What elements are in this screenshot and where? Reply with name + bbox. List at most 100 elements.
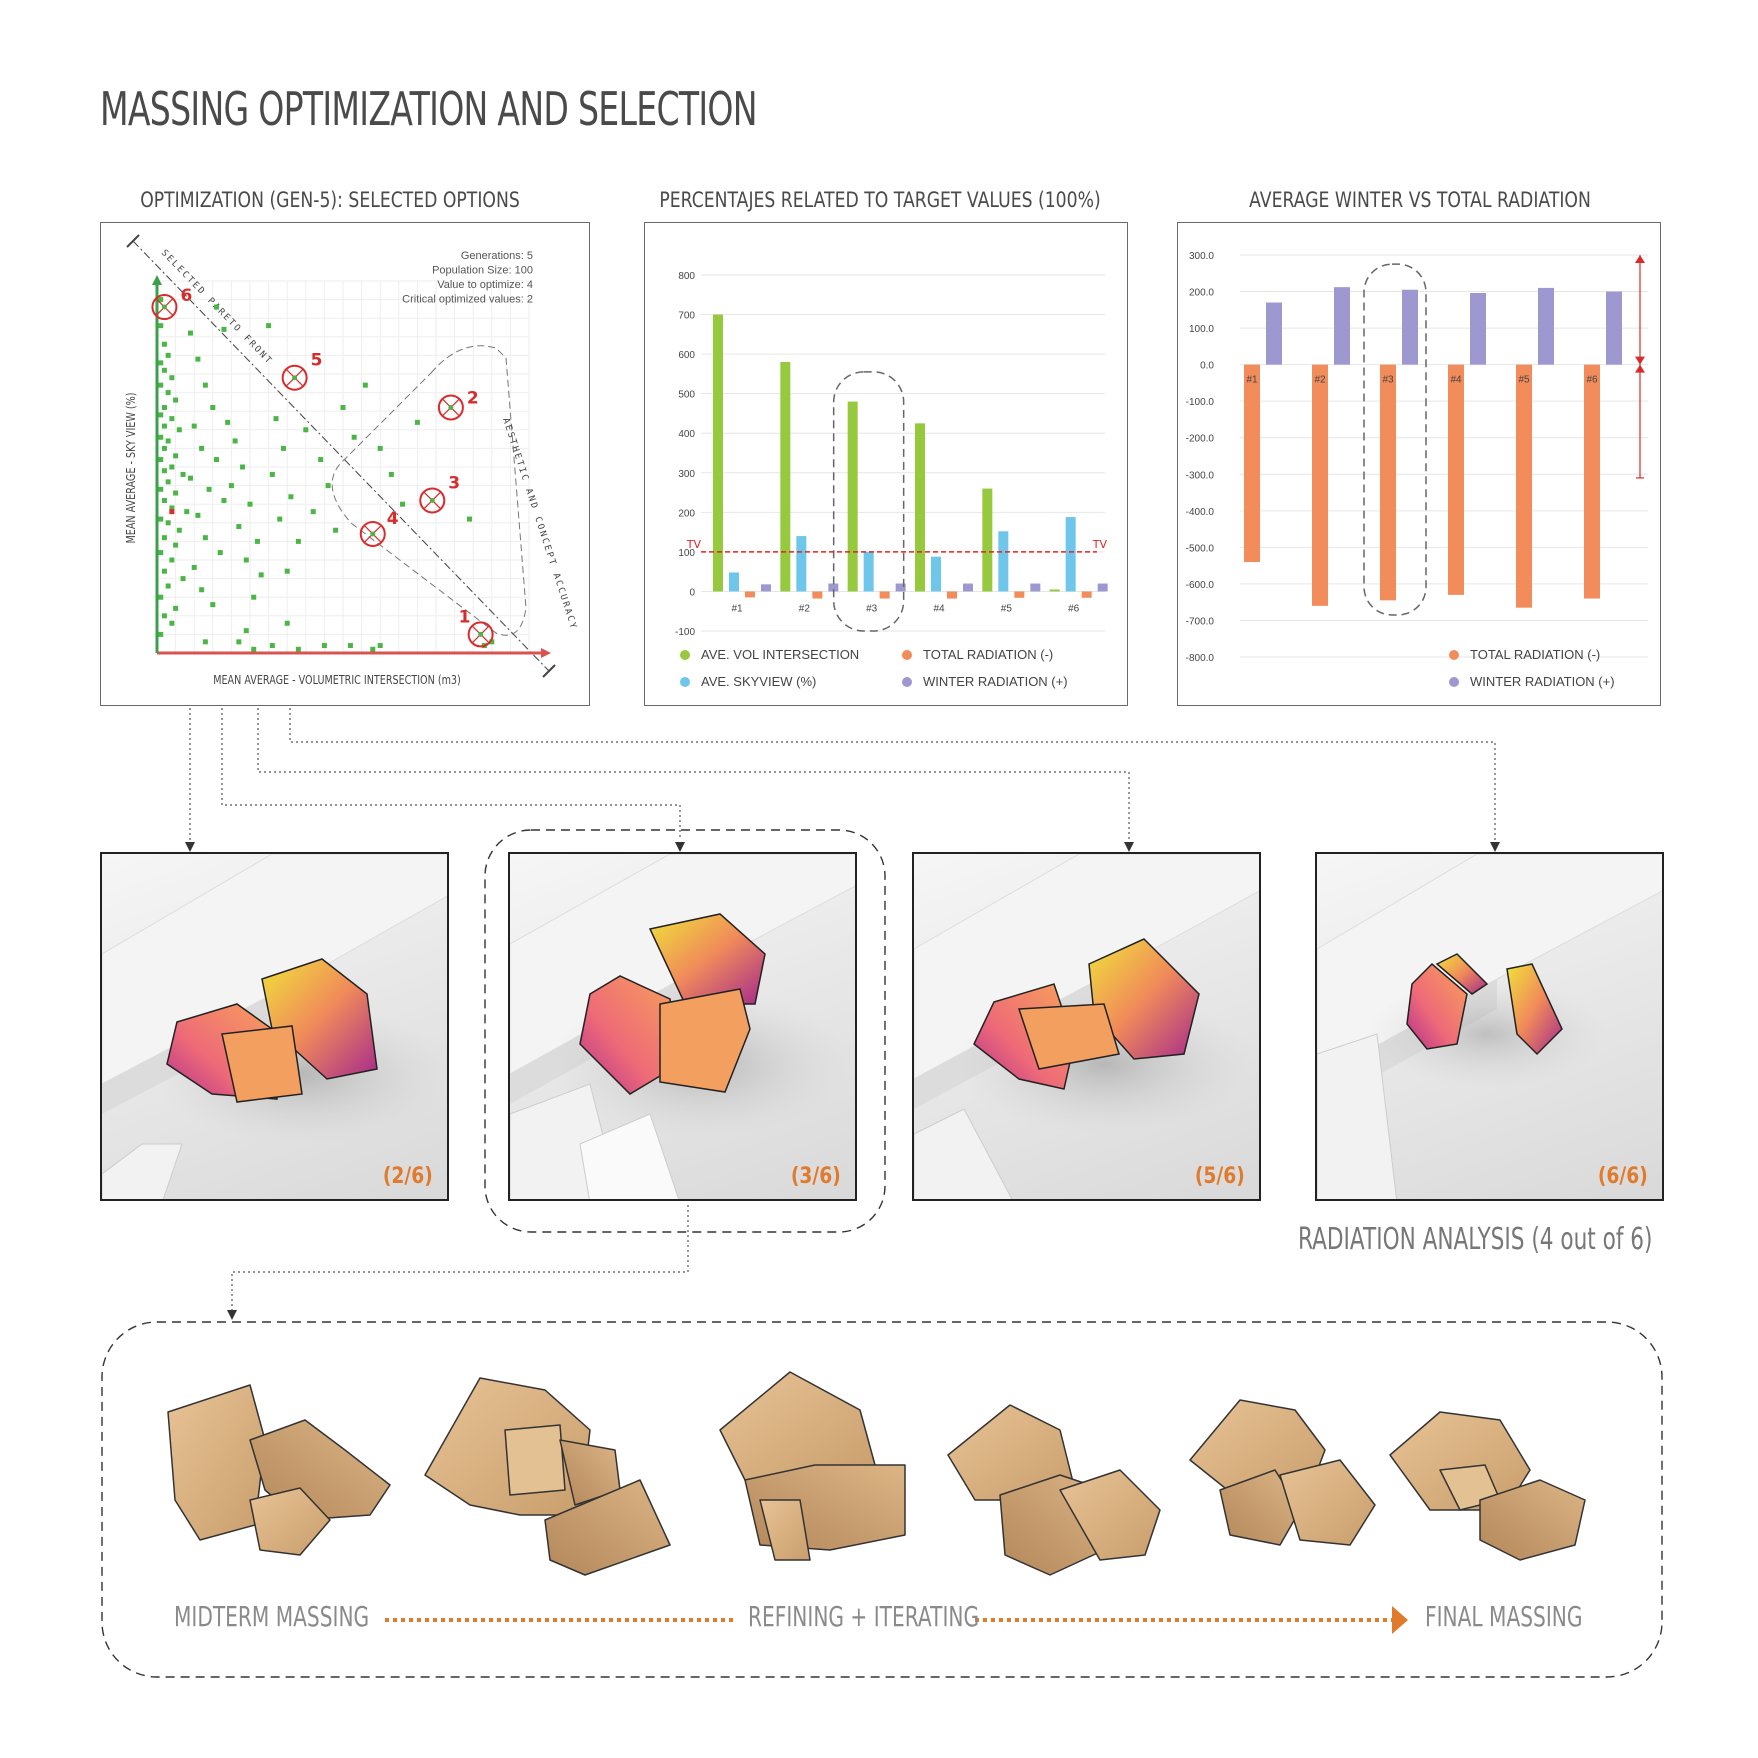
population-point [258,572,264,578]
x-tick-label: #2 [799,603,811,614]
selected-option-label: 2 [467,388,479,408]
population-point [173,542,179,548]
bar [863,551,874,592]
population-point [191,423,197,429]
x-tick-label: #3 [1382,375,1394,386]
bar [847,401,858,592]
massing-model-3 [719,1371,906,1561]
population-point [269,471,275,477]
y-tick-label: -300.0 [1186,470,1215,481]
render-label: (5/6) [1195,1164,1245,1189]
population-point [195,512,201,518]
population-point [362,382,368,388]
massing-model-5 [1189,1399,1376,1546]
population-point [236,524,242,530]
population-point [169,557,175,563]
selected-option-label: 5 [311,351,323,371]
population-point [161,468,167,474]
population-point [180,471,186,477]
population-point [254,538,260,544]
population-point [251,594,257,600]
population-point [161,497,167,503]
selected-option-marker [281,364,308,391]
y-tick-label: 500 [678,390,695,401]
population-point [169,620,175,626]
population-point [284,620,290,626]
massing-sequence [167,1371,1586,1576]
x-tick-label: #5 [1001,603,1013,614]
population-point [243,628,249,634]
population-point [400,501,406,507]
bar [1334,287,1350,365]
y-tick-label: -400.0 [1186,507,1215,518]
y-tick-label: 0.0 [1200,361,1214,372]
selected-option-marker [151,294,178,321]
legend-label: TOTAL RADIATION (-) [1470,647,1600,662]
bar [1065,517,1076,592]
pareto-front-line [132,240,550,672]
bar [1014,591,1025,598]
population-point [236,639,242,645]
y-axis-label: MEAN AVERAGE - SKY VIEW (%) [124,393,138,544]
x-tick-label: #5 [1518,375,1530,386]
percent-panel-title: PERCENTAJES RELATED TO TARGET VALUES (10… [659,188,1101,212]
scatter-panel: SELECTED PARETO FRONT AESTHETIC AND CONCE… [100,222,590,706]
population-point [199,445,205,451]
population-point [191,564,197,570]
x-tick-label: #4 [1450,375,1462,386]
y-tick-label: 600 [678,350,695,361]
bar [1244,364,1260,562]
population-point [169,375,175,381]
selected-option-point [478,631,484,637]
bar [1380,364,1396,601]
population-point [169,416,175,422]
population-point [414,419,420,425]
x-tick-label: #3 [866,603,878,614]
population-point [251,646,257,652]
population-point [466,516,472,522]
population-point [158,516,164,522]
radiation-render-6: (6/6) [1315,852,1664,1201]
population-point [161,535,167,541]
population-point [158,434,164,440]
massing-model-2 [424,1377,671,1576]
selected-option-point [448,404,454,410]
radiation-render-2: (2/6) [100,852,449,1201]
selected-option-label: 6 [180,286,192,306]
population-point [489,639,495,645]
population-point [240,464,246,470]
optimization-info-line: Population Size: 100 [432,265,533,277]
population-point [280,445,286,451]
bar [879,591,890,599]
legend-label: WINTER RADIATION (+) [923,674,1068,689]
bar [895,583,906,592]
population-point [173,490,179,496]
selected-option-point [161,304,167,310]
massing-sequence-frame [101,1321,1663,1678]
population-point [247,501,253,507]
population-point [165,520,171,526]
population-point [161,404,167,410]
population-point [318,457,324,463]
percent-chart: -100 0 100 200 300 400 500 600 700 800 #1 #2 #3 #4 #5 #… [675,271,1108,689]
population-point [158,412,164,418]
population-point [187,330,193,336]
percent-panel: -100 0 100 200 300 400 500 600 700 800 #1 #2 #3 #4 #5 #… [644,222,1128,706]
population-point [161,445,167,451]
connector-lines [189,708,1496,1310]
bar [761,584,771,592]
bar [1584,364,1600,599]
arrowhead [1392,1606,1408,1634]
bar [1312,364,1328,606]
bar [1516,364,1532,608]
x-axis-arrowhead [541,648,551,658]
bar [1049,589,1060,592]
massing-block [659,988,751,1093]
selected-option-marker [419,487,446,514]
population-point [161,341,167,347]
y-tick-label: 100 [678,548,695,559]
x-axis-label: MEAN AVERAGE - VOLUMETRIC INTERSECTION (… [213,673,461,687]
optimization-info-line: Critical optimized values: 2 [402,294,533,306]
range-marker-arrow [1635,356,1645,365]
